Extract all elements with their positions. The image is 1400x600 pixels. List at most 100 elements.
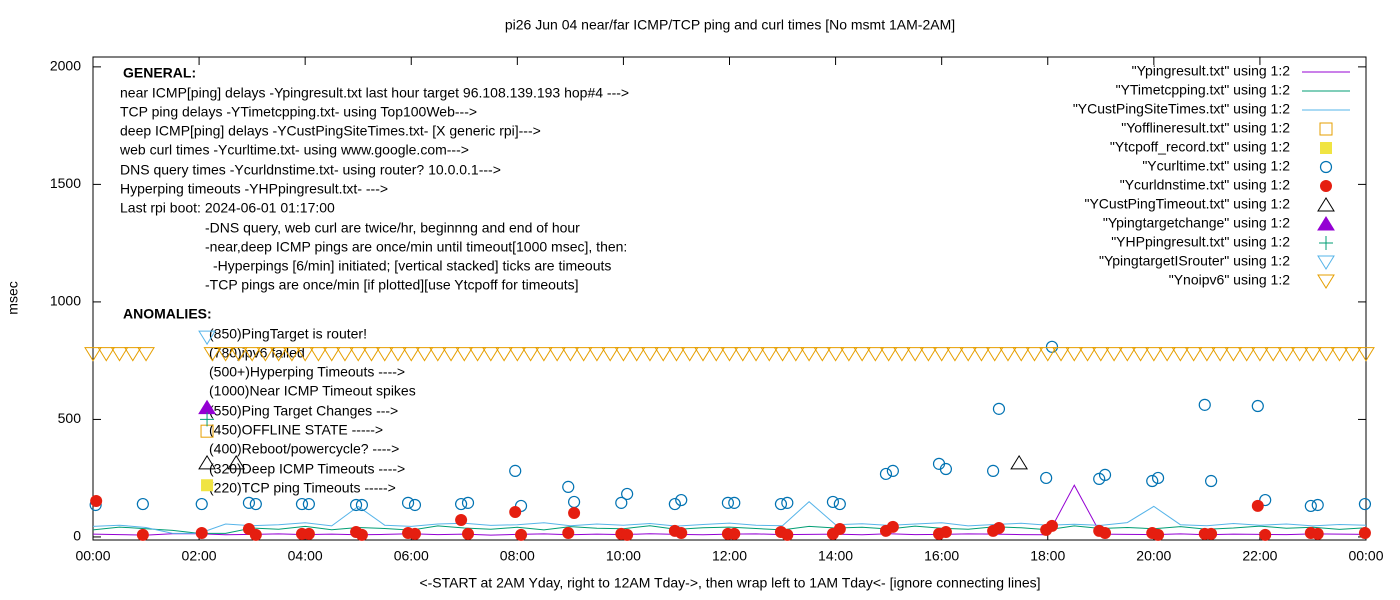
data-point	[1251, 499, 1264, 512]
data-point	[389, 347, 407, 362]
annotation: deep ICMP[ping] delays -YCustPingSiteTim…	[120, 123, 541, 139]
data-point	[562, 480, 575, 493]
data-point	[1311, 498, 1324, 512]
data-point	[401, 496, 415, 509]
x-tick-label: 14:00	[818, 548, 853, 564]
data-point	[521, 347, 540, 362]
data-point	[195, 526, 208, 539]
data-point	[621, 487, 634, 501]
data-point	[781, 528, 794, 541]
data-point	[336, 347, 354, 362]
annotation: (850)PingTarget is router!	[209, 326, 367, 342]
data-point	[1251, 347, 1269, 362]
data-point	[886, 520, 899, 533]
data-point	[1025, 347, 1044, 362]
annotation: Last rpi boot: 2024-06-01 01:17:00	[120, 200, 335, 216]
data-point	[627, 347, 646, 362]
data-point	[1184, 347, 1203, 362]
data-point	[919, 347, 938, 362]
data-point	[1290, 347, 1309, 362]
annotation: ANOMALIES:	[123, 306, 212, 322]
data-point	[1131, 347, 1150, 362]
legend-swatch	[1319, 122, 1333, 136]
data-point	[1065, 347, 1084, 362]
data-point	[680, 347, 699, 362]
data-point	[296, 347, 315, 362]
data-point	[813, 347, 832, 362]
data-point	[879, 347, 898, 362]
data-point	[853, 347, 871, 362]
data-point	[760, 347, 779, 362]
annotation: Hyperping timeouts -YHPpingresult.txt- -…	[120, 181, 388, 197]
data-point	[1237, 347, 1256, 362]
data-point	[906, 347, 925, 362]
data-point	[1304, 347, 1322, 362]
data-point	[1317, 347, 1336, 362]
data-point	[561, 347, 580, 362]
data-point	[1012, 347, 1031, 362]
x-tick-label: 16:00	[924, 548, 959, 564]
data-point	[1105, 347, 1123, 362]
data-point	[886, 464, 899, 477]
data-point	[747, 347, 765, 362]
data-point	[90, 494, 103, 507]
legend-label: "Ycurltime.txt" using 1:2	[1142, 158, 1290, 174]
data-point	[1099, 526, 1112, 539]
x-tick-label: 04:00	[288, 548, 323, 564]
annotation: -DNS query, web curl are twice/hr, begin…	[205, 220, 580, 236]
data-point	[123, 347, 142, 362]
data-point	[667, 347, 686, 362]
x-tick-label: 08:00	[500, 548, 535, 564]
legend-label: "YTimetcpping.txt" using 1:2	[1116, 82, 1291, 98]
data-point	[826, 347, 845, 362]
data-point	[641, 347, 659, 362]
data-point	[1251, 399, 1264, 413]
data-point	[1358, 497, 1372, 511]
data-point	[562, 526, 575, 539]
x-tick-label: 20:00	[1136, 548, 1171, 564]
data-point	[509, 464, 522, 477]
data-point	[1264, 347, 1283, 362]
legend-label: "Ycurldnstime.txt" using 1:2	[1120, 177, 1290, 193]
data-point	[614, 347, 633, 362]
data-point	[728, 527, 741, 540]
data-point	[349, 347, 368, 362]
data-point	[84, 347, 102, 362]
series-line	[92, 501, 1367, 534]
data-point	[946, 347, 964, 362]
x-tick-label: 00:00	[1348, 548, 1383, 564]
data-point	[200, 412, 215, 427]
annotation: (450)OFFLINE STATE ----->	[209, 422, 383, 438]
legend-swatch	[1317, 255, 1335, 270]
data-point	[1040, 471, 1053, 485]
data-point	[216, 347, 235, 362]
data-point	[1010, 454, 1029, 470]
data-point	[1259, 528, 1272, 541]
legend-swatch	[1317, 274, 1335, 289]
data-point	[601, 347, 620, 362]
data-point	[1171, 347, 1190, 362]
annotation: near ICMP[ping] delays -Ypingresult.txt …	[120, 85, 629, 101]
y-tick-label: 2000	[50, 58, 81, 74]
data-point	[833, 497, 846, 511]
data-point	[481, 347, 500, 362]
data-point	[1259, 493, 1272, 507]
data-point	[866, 347, 885, 362]
data-point	[1205, 474, 1218, 488]
annotation: -Hyperpings [6/min] initiated; [vertical…	[213, 258, 611, 274]
data-point	[781, 496, 794, 509]
legend-swatch	[1317, 197, 1335, 212]
data-point	[826, 495, 840, 509]
data-point	[987, 464, 1000, 477]
data-point	[786, 347, 805, 362]
data-point	[295, 497, 309, 511]
legend-label: "YpingtargetISrouter" using 1:2	[1099, 253, 1290, 269]
data-point	[733, 347, 752, 362]
y-tick-label: 0	[73, 528, 81, 544]
data-point	[97, 347, 116, 362]
x-tick-label: 06:00	[394, 548, 429, 564]
data-point	[136, 528, 149, 541]
legend-label: "YCustPingTimeout.txt" using 1:2	[1084, 196, 1290, 212]
annotation: (1000)Near ICMP Timeout spikes	[209, 383, 416, 399]
